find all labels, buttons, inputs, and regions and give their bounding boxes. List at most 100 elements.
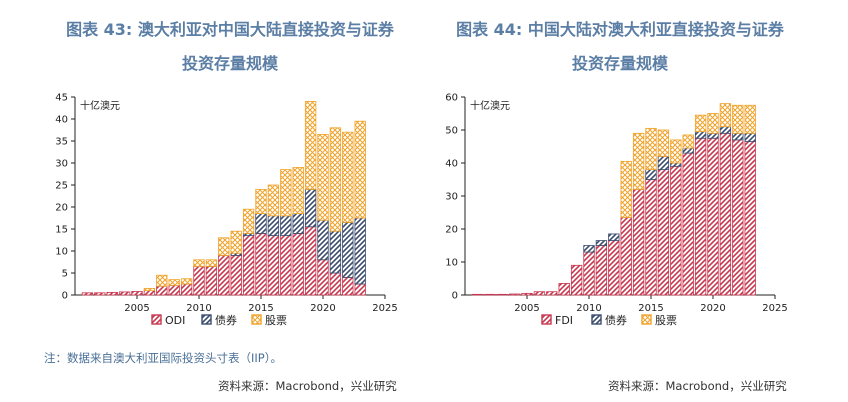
bar-segment — [670, 139, 682, 164]
bar-segment — [719, 132, 732, 296]
bar-segment — [583, 245, 595, 253]
bar-segment — [354, 120, 366, 219]
right-chart-title: 图表 44: 中国大陆对澳大利亚直接投资与证券 投资存量规模 — [420, 13, 820, 81]
legend-label: FDI — [555, 314, 573, 327]
bar-segment — [280, 215, 292, 237]
left-title-line2: 投资存量规模 — [181, 54, 278, 73]
bar-segment — [242, 235, 255, 296]
bar-segment — [342, 131, 354, 223]
legend-swatch — [541, 314, 552, 325]
bar-segment — [632, 189, 645, 296]
bar-segment — [670, 165, 682, 296]
y-tick-label: 10 — [445, 258, 458, 269]
bar-segment — [583, 251, 595, 296]
bar-segment — [508, 293, 521, 296]
y-tick-label: 15 — [55, 225, 68, 236]
bar-segment — [546, 291, 558, 296]
bar-segment — [255, 213, 267, 234]
bar-segment — [570, 264, 583, 296]
bar-segment — [608, 240, 620, 296]
bar-segment — [255, 189, 267, 215]
bar-segment — [304, 100, 317, 190]
bar-segment — [94, 292, 106, 296]
bar-segment — [292, 232, 304, 296]
y-tick-label: 30 — [55, 159, 68, 170]
x-tick-label: 2010 — [576, 303, 601, 314]
bar-segment — [558, 283, 570, 296]
bar-segment — [645, 179, 657, 296]
bar-segment — [694, 114, 707, 133]
left-chart-title: 图表 43: 澳大利亚对中国大陆直接投资与证券 投资存量规模 — [30, 13, 430, 81]
bar-segment — [230, 254, 242, 296]
bar-segment — [521, 292, 533, 296]
bar-segment — [180, 278, 193, 285]
bar-segment — [255, 232, 267, 296]
left-source: 资料来源：Macrobond，兴业研究 — [218, 379, 397, 393]
bar-segment — [496, 293, 508, 296]
bar-segment — [180, 283, 193, 296]
bar-segment — [292, 213, 304, 234]
x-tick-label: 2015 — [248, 303, 273, 314]
bar-segment — [354, 283, 366, 296]
right-title-line2: 投资存量规模 — [571, 54, 668, 73]
bar-segment — [533, 291, 546, 296]
x-tick-label: 2010 — [186, 303, 211, 314]
bar-segment — [193, 259, 205, 267]
bar-segment — [707, 132, 719, 139]
unit-label: 十亿澳元 — [470, 99, 510, 112]
legend-label: 股票 — [655, 314, 677, 327]
bar-segment — [682, 147, 694, 154]
legend-swatch — [591, 314, 602, 325]
y-tick-label: 0 — [452, 291, 458, 302]
bar-segment — [304, 226, 317, 296]
legend-label: 债券 — [605, 313, 627, 327]
y-tick-label: 25 — [55, 181, 68, 192]
bar-segment — [205, 265, 218, 296]
bar-segment — [670, 162, 682, 167]
bar-segment — [595, 245, 608, 296]
legend-swatch — [641, 314, 652, 325]
y-tick-label: 20 — [55, 203, 68, 214]
bar-segment — [267, 215, 280, 237]
x-tick-label: 2005 — [514, 303, 539, 314]
bar-segment — [280, 235, 292, 296]
right-chart: 0 10 20 30 40 50 60 2005 2010 2015 2020 2025 十亿澳元 FDI… — [445, 93, 787, 328]
bar-segment — [218, 237, 230, 256]
legend-label: 股票 — [265, 314, 287, 327]
bar-segment — [317, 134, 329, 221]
bar-segment — [732, 104, 744, 134]
bar-segment — [304, 189, 317, 228]
y-tick-label: 60 — [445, 93, 458, 104]
bar-segment — [329, 127, 342, 232]
bar-segment — [719, 103, 732, 128]
bar-segment — [682, 152, 694, 296]
x-tick-label: 2005 — [124, 303, 149, 314]
bar-segment — [707, 137, 719, 296]
bar-segment — [595, 240, 608, 246]
bar-segment — [280, 169, 292, 217]
bar-segment — [645, 127, 657, 170]
bar-segment — [106, 291, 118, 296]
bar-segment — [118, 291, 131, 296]
bar-segment — [732, 139, 744, 296]
right-source: 资料来源：Macrobond，兴业研究 — [608, 379, 787, 393]
bar-segment — [131, 291, 143, 296]
bar-segment — [744, 132, 756, 142]
bar-segment — [292, 167, 304, 215]
bar-segment — [267, 235, 280, 296]
bar-segment — [230, 230, 242, 254]
bar-segment — [156, 285, 168, 296]
bar-segment — [657, 129, 670, 157]
y-tick-label: 50 — [445, 126, 458, 137]
bar-segment — [317, 219, 329, 261]
bar-segment — [193, 265, 205, 296]
bar-segment — [342, 221, 354, 278]
bar-segment — [143, 287, 156, 291]
bar-segment — [657, 169, 670, 296]
bar-segment — [471, 293, 484, 296]
bar-segment — [81, 292, 94, 296]
y-tick-label: 35 — [55, 137, 68, 148]
footnote: 注：数据来自澳大利亚国际投资头寸表（IIP）。 — [44, 351, 282, 365]
x-tick-label: 2020 — [310, 303, 335, 314]
